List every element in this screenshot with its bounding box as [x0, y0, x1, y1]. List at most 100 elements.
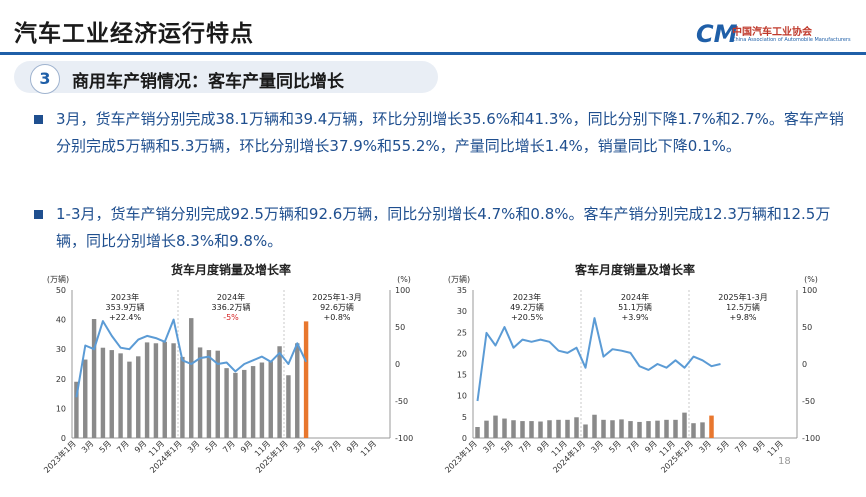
y2-tick-label: 100 — [395, 286, 410, 295]
bar — [574, 417, 579, 438]
bar — [664, 419, 669, 438]
annotation-text: 49.2万辆 — [510, 302, 544, 312]
bar — [583, 424, 588, 438]
y2-tick-label: 0 — [802, 360, 807, 369]
bar — [189, 318, 194, 438]
logo-name-cn: 中国汽车工业协会 — [732, 27, 812, 38]
bar — [91, 319, 97, 438]
annotation-text: 2024年 — [621, 292, 649, 302]
y-tick-label: 0 — [462, 434, 467, 443]
bar — [127, 361, 132, 438]
bar-current-month — [303, 321, 309, 438]
bar — [215, 350, 220, 438]
bar — [74, 381, 79, 438]
bar — [171, 343, 176, 438]
bar — [206, 350, 212, 438]
x-tick-label: 7月 — [733, 439, 749, 455]
y-tick-label: 15 — [457, 371, 467, 380]
y-tick-label: 20 — [457, 349, 467, 358]
bullet-text: 3月，货车产销分别完成38.1万辆和39.4万辆，环比分别增长35.6%和41.… — [56, 110, 844, 155]
annotation-text: 2025年1-3月 — [718, 292, 767, 302]
bar — [556, 419, 561, 438]
bar — [547, 420, 552, 438]
x-tick-label: 5月 — [607, 439, 623, 455]
bar — [637, 421, 642, 438]
bar — [109, 350, 114, 438]
annotation-text: +0.8% — [323, 313, 350, 322]
x-tick-label: 5月 — [204, 439, 220, 455]
annotation-text: 2023年 — [513, 292, 541, 302]
x-tick-label: 5月 — [499, 439, 515, 455]
x-tick-label: 7月 — [115, 439, 131, 455]
annotation-text: -5% — [223, 313, 239, 322]
y2-tick-label: -100 — [395, 434, 413, 443]
bullet-text: 1-3月，货车产销分别完成92.5万辆和92.6万辆，同比分别增长4.7%和0.… — [56, 205, 831, 250]
y-tick-label: 30 — [457, 307, 467, 316]
bar — [493, 415, 498, 438]
y-axis-label: (万辆) — [448, 274, 470, 284]
y-axis-label: (万辆) — [47, 274, 69, 284]
annotation-text: 2023年 — [111, 292, 139, 302]
x-tick-label: 3月 — [697, 439, 713, 455]
growth-rate-line — [75, 318, 308, 398]
annotation-text: +22.4% — [109, 313, 142, 322]
bar — [619, 419, 624, 438]
section-header-bar — [14, 61, 438, 93]
x-tick-label: 5月 — [715, 439, 731, 455]
x-tick-label: 5月 — [310, 439, 326, 455]
bar — [286, 375, 291, 438]
x-tick-label: 3月 — [481, 439, 497, 455]
bar — [144, 342, 150, 438]
bullet-item: 3月，货车产销分别完成38.1万辆和39.4万辆，环比分别增长35.6%和41.… — [34, 106, 844, 190]
bar — [700, 422, 705, 438]
y-tick-label: 20 — [56, 375, 66, 384]
x-tick-label: 3月 — [80, 439, 96, 455]
y2-tick-label: 0 — [395, 360, 400, 369]
y-tick-label: 5 — [462, 413, 467, 422]
page-number: 18 — [778, 456, 791, 467]
bar — [655, 420, 660, 438]
bar — [484, 420, 489, 438]
x-tick-label: 3月 — [186, 439, 202, 455]
y-tick-label: 25 — [457, 328, 467, 337]
bar — [224, 368, 229, 438]
x-tick-label: 7月 — [221, 439, 237, 455]
bar — [118, 353, 123, 438]
title-divider — [0, 52, 866, 55]
bar — [277, 346, 282, 438]
annotation-text: 2024年 — [217, 292, 245, 302]
bar — [259, 362, 265, 438]
y-tick-label: 10 — [457, 392, 467, 401]
annotation-text: 12.5万辆 — [726, 302, 760, 312]
bar — [601, 419, 606, 438]
chart-title: 客车月度销量及增长率 — [574, 262, 695, 277]
bullet-item: 1-3月，货车产销分别完成92.5万辆和92.6万辆，同比分别增长4.7%和0.… — [34, 201, 834, 257]
logo-mark: CM — [696, 20, 738, 48]
y2-axis-label: (%) — [804, 275, 818, 284]
bar — [520, 421, 525, 438]
x-tick-label: 3月 — [292, 439, 308, 455]
bar — [242, 369, 247, 438]
y2-tick-label: 50 — [395, 323, 405, 332]
bar — [529, 421, 534, 438]
y-tick-label: 30 — [56, 345, 66, 354]
association-logo: CM 中国汽车工业协会 China Association of Automob… — [696, 20, 856, 50]
bar — [268, 361, 273, 438]
bar — [538, 421, 543, 438]
x-tick-label: 2023年1月 — [443, 438, 479, 474]
section-number: 3 — [30, 64, 60, 94]
truck-sales-chart: 货车月度销量及增长率 (万辆) (%) 0 10 20 30 40 50 -100 -50 0 50 10… — [41, 262, 413, 475]
bullet-square-icon — [34, 210, 43, 219]
x-tick-label: 9月 — [535, 439, 551, 455]
growth-rate-line — [476, 317, 721, 402]
y2-axis-label: (%) — [397, 275, 411, 284]
bar — [100, 347, 106, 438]
y-tick-label: 35 — [457, 286, 467, 295]
annotation-text: 336.2万辆 — [212, 302, 251, 312]
bar — [565, 419, 570, 438]
x-tick-label: 11月 — [359, 439, 378, 458]
x-tick-label: 7月 — [625, 439, 641, 455]
y2-tick-label: -100 — [802, 434, 820, 443]
y2-tick-label: -50 — [395, 397, 408, 406]
bar — [83, 359, 88, 438]
